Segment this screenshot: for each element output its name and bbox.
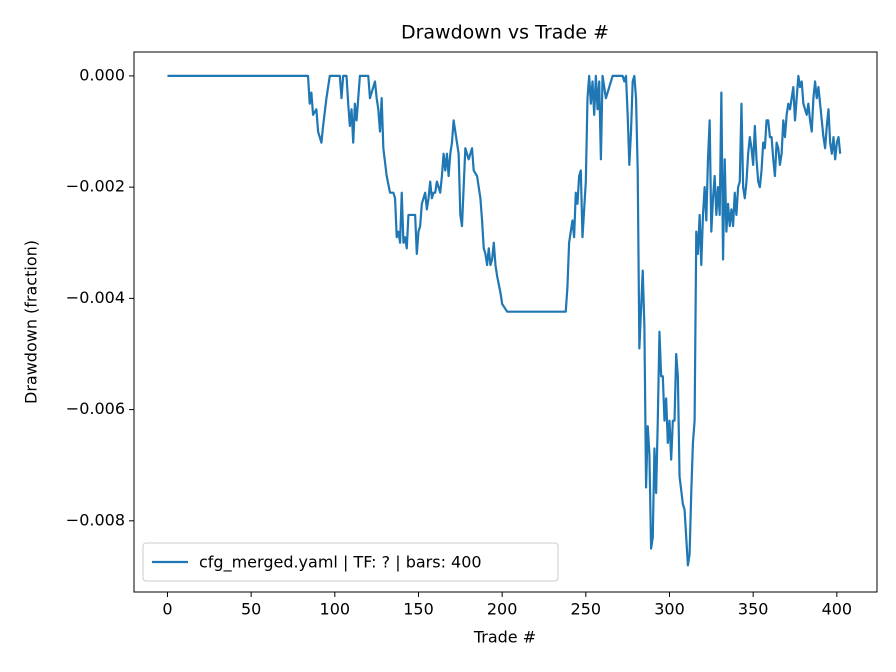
line	[167, 74, 842, 567]
x-axis-label: Trade #	[473, 628, 536, 647]
x-tick-label: 50	[241, 600, 261, 619]
y-tick-label: −0.002	[66, 177, 125, 196]
x-tick-label: 250	[571, 600, 602, 619]
chart-title: Drawdown vs Trade #	[401, 22, 609, 44]
legend-label: cfg_merged.yaml | TF: ? | bars: 400	[199, 553, 482, 573]
y-axis-label: Drawdown (fraction)	[22, 240, 41, 404]
x-tick-label: 400	[822, 600, 853, 619]
legend-box	[142, 542, 559, 582]
x-tick-label: 150	[403, 600, 434, 619]
x-tick-label: 100	[320, 600, 351, 619]
axes-frame	[133, 51, 878, 593]
y-tick-label: −0.004	[66, 288, 125, 307]
x-tick-label: 300	[654, 600, 685, 619]
y-tick-label: 0.000	[79, 65, 125, 84]
x-tick-label: 350	[738, 600, 769, 619]
x-tick-label: 200	[487, 600, 518, 619]
y-tick-label: −0.006	[66, 399, 125, 418]
x-tick-label: 0	[162, 600, 172, 619]
y-tick-label: −0.008	[66, 510, 125, 529]
